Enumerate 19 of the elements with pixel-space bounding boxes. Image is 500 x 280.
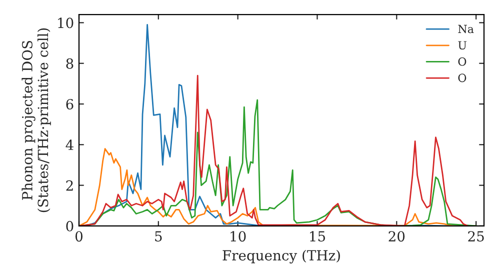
x-tick-label: 25	[468, 231, 484, 242]
legend-label: Na	[458, 24, 474, 34]
y-tick-label: 0	[66, 220, 74, 232]
y-tick-label: 4	[66, 140, 74, 150]
x-tick-label: 10	[230, 231, 246, 242]
x-tick-label: 0	[75, 231, 82, 242]
y-tick-label: 10	[58, 18, 74, 28]
legend-label: O	[458, 57, 466, 66]
x-tick-label: 15	[310, 231, 325, 242]
legend-label: U	[458, 41, 467, 50]
y-axis-title: Phonon projected DOS (States/THz·primitive cell)	[22, 28, 51, 212]
x-axis-title: Frequency (THz)	[222, 250, 340, 264]
y-tick-label: 2	[66, 180, 73, 191]
x-tick-label: 20	[388, 231, 405, 242]
x-tick-label: 5	[155, 231, 162, 242]
y-tick-label: 6	[66, 98, 74, 110]
line-series	[79, 74, 469, 226]
y-tick-label: 8	[66, 58, 74, 69]
legend-label: O	[458, 74, 466, 82]
